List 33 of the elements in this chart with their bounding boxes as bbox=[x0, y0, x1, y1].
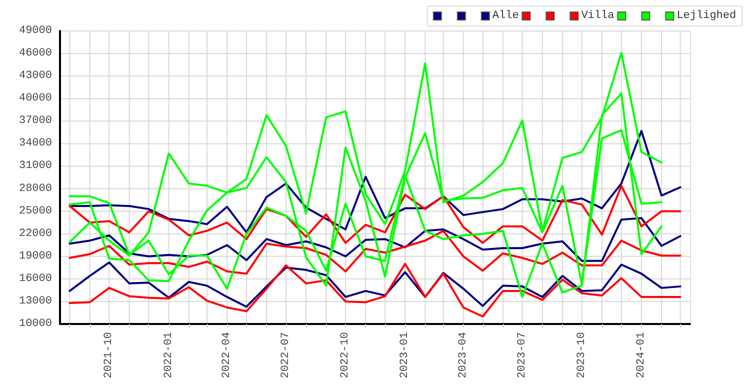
x-tick-label: 2023-07 bbox=[516, 332, 528, 378]
y-tick-label: 40000 bbox=[18, 92, 52, 105]
line-series bbox=[68, 184, 682, 244]
legend-label: Villa bbox=[581, 10, 615, 22]
legend-label: Alle bbox=[492, 10, 519, 22]
y-tick-label: 13000 bbox=[18, 295, 52, 308]
y-tick-label: 25000 bbox=[18, 205, 52, 218]
legend-label: Lejlighed bbox=[676, 10, 736, 22]
line-series bbox=[68, 261, 682, 308]
y-tick-label: 46000 bbox=[18, 48, 52, 60]
y-tick-label: 19000 bbox=[18, 250, 52, 262]
y-tick-label: 22000 bbox=[18, 228, 52, 240]
x-tick-label: 2021-10 bbox=[103, 332, 116, 378]
x-tick-label: 2022-10 bbox=[340, 332, 352, 378]
y-tick-label: 10000 bbox=[18, 318, 52, 330]
line-series bbox=[68, 230, 682, 275]
x-tick-label: 2023-10 bbox=[576, 332, 588, 378]
x-tick-label: 2023-04 bbox=[457, 332, 470, 378]
x-tick-label: 2022-04 bbox=[221, 332, 234, 378]
y-tick-label: 31000 bbox=[18, 160, 52, 172]
y-tick-label: 16000 bbox=[18, 272, 52, 285]
y-tick-label: 34000 bbox=[18, 138, 52, 150]
x-tick-label: 2022-07 bbox=[280, 332, 292, 378]
y-tick-label: 37000 bbox=[18, 115, 52, 128]
y-tick-label: 43000 bbox=[18, 70, 52, 82]
line-series bbox=[68, 130, 682, 234]
y-tick-label: 28000 bbox=[18, 182, 52, 195]
x-tick-label: 2022-01 bbox=[162, 332, 175, 378]
line-series bbox=[68, 262, 682, 318]
line-series bbox=[68, 217, 682, 262]
x-tick-label: 2023-01 bbox=[399, 332, 412, 378]
y-tick-label: 49000 bbox=[18, 25, 52, 37]
x-tick-label: 2024-01 bbox=[635, 332, 648, 378]
